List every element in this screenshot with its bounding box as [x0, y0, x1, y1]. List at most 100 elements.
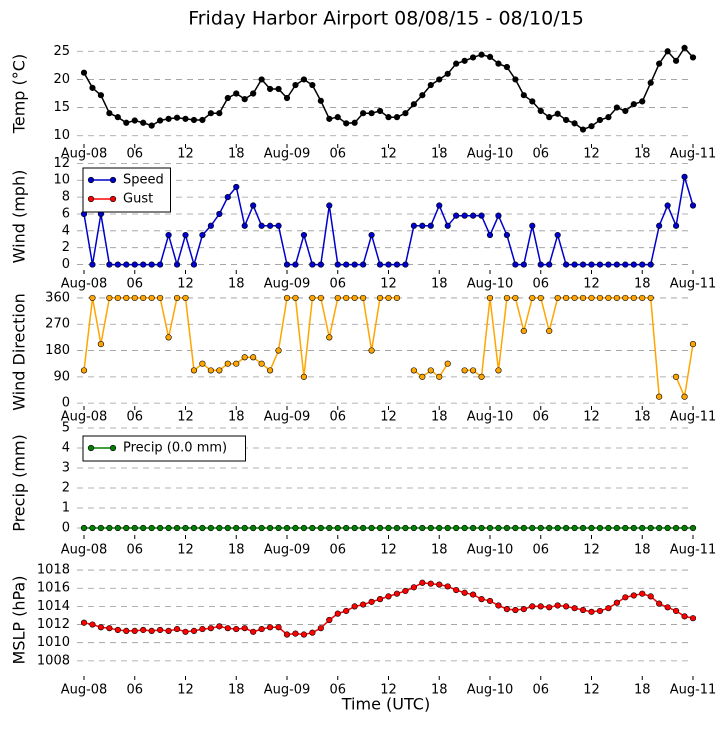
- x-tick-label: Aug-11: [670, 683, 717, 698]
- x-tick-label: Aug-10: [467, 147, 514, 162]
- y-tick-label: 5: [62, 421, 70, 436]
- data-point: [453, 60, 460, 67]
- data-point: [512, 261, 519, 268]
- data-point: [689, 54, 697, 61]
- data-point: [326, 115, 333, 122]
- data-point: [199, 625, 206, 633]
- data-point: [503, 606, 511, 613]
- data-point: [444, 360, 451, 367]
- data-point: [672, 57, 680, 64]
- data-point: [326, 202, 333, 209]
- data-point: [529, 98, 536, 105]
- data-point: [529, 524, 536, 532]
- data-point: [275, 524, 282, 532]
- data-point: [563, 116, 570, 124]
- data-point: [80, 524, 88, 532]
- data-point: [588, 123, 595, 130]
- x-tick-label: 06: [532, 147, 549, 162]
- x-tick-label: 06: [126, 277, 143, 292]
- data-point: [173, 524, 181, 532]
- data-point: [402, 261, 409, 268]
- data-point: [503, 294, 511, 302]
- data-point: [512, 524, 519, 532]
- x-tick-label: 06: [126, 683, 143, 698]
- data-point: [114, 626, 121, 634]
- data-point: [334, 261, 341, 268]
- y-tick-label: 270: [45, 317, 70, 332]
- data-point: [224, 524, 231, 532]
- data-point: [656, 222, 663, 229]
- data-point: [266, 85, 274, 93]
- data-point: [436, 202, 443, 209]
- data-point: [512, 76, 519, 83]
- data-point: [241, 524, 248, 532]
- data-point: [681, 173, 688, 180]
- data-point: [106, 110, 113, 117]
- x-tick-label: 18: [634, 543, 651, 558]
- x-tick-label: 06: [329, 410, 346, 425]
- data-point: [165, 334, 172, 341]
- y-tick-label: 1010: [37, 635, 70, 650]
- y-tick-label: 10: [53, 173, 70, 188]
- data-point: [495, 212, 502, 219]
- data-point: [317, 97, 324, 104]
- x-tick-label: 06: [329, 683, 346, 698]
- data-point: [233, 183, 240, 191]
- data-point: [656, 524, 663, 532]
- data-point: [478, 524, 485, 532]
- data-point: [114, 114, 121, 121]
- data-point: [275, 85, 282, 93]
- data-point: [410, 524, 417, 532]
- data-point: [123, 294, 130, 302]
- data-point: [537, 294, 544, 302]
- data-point: [97, 524, 105, 532]
- x-tick-label: 12: [177, 277, 194, 292]
- data-point: [182, 115, 189, 122]
- data-point: [131, 117, 138, 124]
- data-point: [563, 261, 570, 268]
- data-point: [596, 261, 604, 268]
- x-tick-label: 18: [228, 683, 245, 698]
- data-point: [385, 294, 392, 302]
- data-point: [664, 202, 671, 209]
- data-point: [233, 360, 240, 367]
- data-point: [241, 354, 248, 361]
- series-line: [83, 176, 694, 268]
- data-point: [647, 79, 654, 86]
- data-point: [546, 604, 553, 611]
- data-point: [199, 231, 206, 239]
- x-tick-label: 18: [228, 543, 245, 558]
- x-tick-label: 12: [177, 147, 194, 162]
- data-point: [360, 524, 367, 532]
- data-point: [351, 294, 358, 302]
- x-tick-label: 06: [126, 410, 143, 425]
- data-point: [148, 627, 155, 634]
- x-tick-label: Aug-10: [467, 277, 514, 292]
- data-point: [140, 524, 147, 532]
- data-point: [292, 630, 299, 637]
- data-point: [588, 608, 595, 615]
- data-point: [529, 603, 536, 610]
- data-point: [140, 261, 147, 268]
- data-point: [469, 524, 477, 532]
- data-point: [376, 524, 384, 532]
- y-tick-label: 4: [62, 223, 70, 238]
- data-point: [410, 367, 417, 374]
- data-point: [563, 294, 570, 302]
- data-point: [292, 524, 299, 532]
- y-tick-label: 4: [62, 441, 70, 456]
- data-point: [123, 119, 130, 126]
- data-point: [360, 294, 367, 302]
- x-tick-label: 06: [532, 683, 549, 698]
- data-point: [317, 524, 324, 532]
- x-tick-label: Aug-11: [670, 277, 717, 292]
- data-point: [554, 294, 561, 302]
- data-point: [89, 621, 96, 628]
- data-point: [275, 222, 282, 229]
- data-point: [546, 327, 553, 335]
- data-point: [258, 524, 265, 532]
- data-point: [89, 294, 96, 302]
- data-point: [140, 294, 147, 302]
- data-point: [106, 261, 113, 268]
- data-point: [123, 524, 130, 532]
